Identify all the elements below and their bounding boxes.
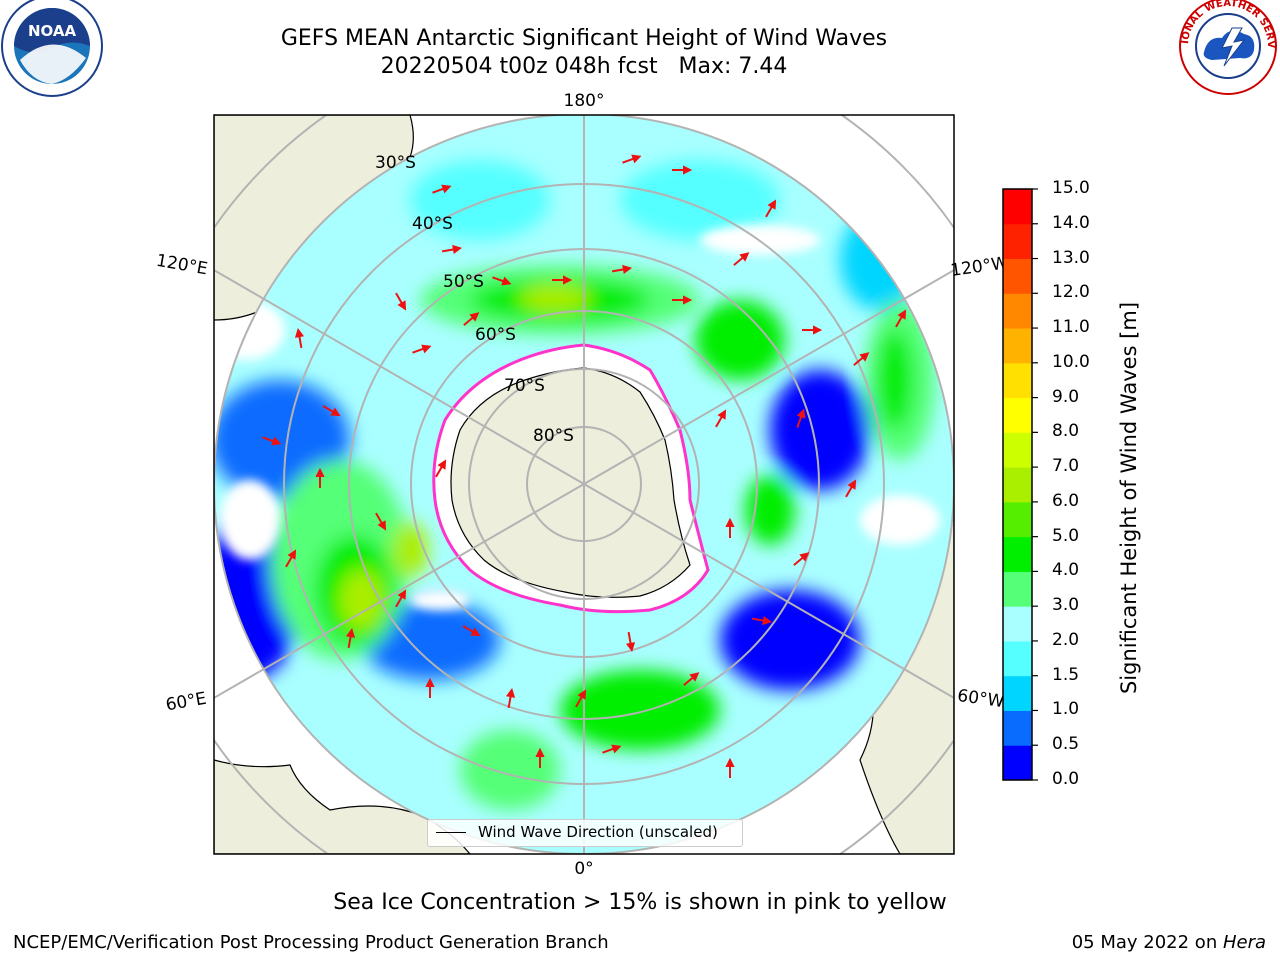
colorbar-tick-label: 12.0 xyxy=(1052,282,1090,303)
colorbar-tick-label: 13.0 xyxy=(1052,247,1090,268)
lon-label-180: 180° xyxy=(564,91,605,111)
colorbar-tick-label: 3.0 xyxy=(1052,595,1080,616)
colorbar-tick-label: 8.0 xyxy=(1052,421,1080,442)
lon-label-60w: 60°W xyxy=(956,686,1005,712)
colorbar-tick-label: 1.0 xyxy=(1052,699,1080,720)
colorbar-tick-label: 1.5 xyxy=(1052,664,1080,685)
colorbar-title: Significant Height of Wind Waves [m] xyxy=(1117,301,1141,695)
lat-label-80s: 80°S xyxy=(533,426,574,446)
colorbar-swatch xyxy=(1003,640,1032,677)
wind-wave-arrows xyxy=(262,154,907,778)
sea-ice-note: Sea Ice Concentration > 15% is shown in … xyxy=(333,890,947,915)
colorbar-swatch xyxy=(1003,189,1032,225)
lon-label-120e: 120°E xyxy=(155,251,209,280)
colorbar-tick-label: 14.0 xyxy=(1052,212,1090,233)
colorbar-tick-label: 0.0 xyxy=(1052,769,1080,789)
colorbar-tick-label: 6.0 xyxy=(1052,490,1080,511)
lat-label-60s: 60°S xyxy=(475,325,516,345)
colorbar-tick-label: 7.0 xyxy=(1052,456,1080,477)
wind-wave-legend: Wind Wave Direction (unscaled) xyxy=(427,819,743,847)
map-area: 30°S 40°S 50°S 60°S 70°S 80°S xyxy=(214,115,954,854)
colorbar-swatch xyxy=(1003,571,1032,607)
colorbar-swatch xyxy=(1003,258,1032,294)
svg-text:NOAA: NOAA xyxy=(28,22,77,40)
colorbar-swatch xyxy=(1003,501,1032,538)
colorbar-swatch xyxy=(1003,745,1032,781)
lon-label-60e: 60°E xyxy=(164,689,208,716)
lon-label-0: 0° xyxy=(574,859,593,879)
title-line-2: 20220504 t00z 048h fcst Max: 7.44 xyxy=(380,54,788,79)
lat-label-40s: 40°S xyxy=(412,214,453,234)
colorbar-swatch xyxy=(1003,536,1032,572)
colorbar-tick-label: 9.0 xyxy=(1052,386,1080,407)
colorbar-swatch xyxy=(1003,223,1032,260)
colorbar-tick-label: 5.0 xyxy=(1052,525,1080,546)
colorbar-swatch xyxy=(1003,710,1032,746)
machine-name: Hera xyxy=(1222,932,1266,953)
colorbar-tick-label: 15.0 xyxy=(1052,178,1090,198)
colorbar-swatch xyxy=(1003,397,1032,433)
colorbar-swatch xyxy=(1003,328,1032,364)
colorbar xyxy=(1002,188,1038,781)
colorbar-swatch xyxy=(1003,362,1032,399)
credit-text: NCEP/EMC/Verification Post Processing Pr… xyxy=(13,932,609,953)
legend-label: Wind Wave Direction (unscaled) xyxy=(478,823,718,841)
date-text: 05 May 2022 on xyxy=(1071,932,1223,953)
colorbar-swatch xyxy=(1003,606,1032,642)
map-frame xyxy=(213,114,955,855)
date-footer: 05 May 2022 on Hera xyxy=(1072,932,1266,953)
title-line-1: GEFS MEAN Antarctic Significant Height o… xyxy=(280,26,888,51)
noaa-logo: NOAA xyxy=(1,0,103,97)
colorbar-swatch xyxy=(1003,432,1032,468)
colorbar-tick-label: 0.5 xyxy=(1052,734,1080,755)
colorbar-tick-label: 11.0 xyxy=(1052,317,1090,338)
colorbar-tick-label: 4.0 xyxy=(1052,560,1080,581)
colorbar-swatch xyxy=(1003,675,1032,711)
legend-line-sample xyxy=(436,832,466,833)
graticule xyxy=(214,115,954,854)
lat-label-50s: 50°S xyxy=(443,272,484,292)
colorbar-tick-label: 10.0 xyxy=(1052,351,1090,372)
lon-label-120w: 120°W xyxy=(949,253,1009,281)
lat-label-30s: 30°S xyxy=(375,153,416,173)
lat-label-70s: 70°S xyxy=(504,376,545,396)
colorbar-swatch xyxy=(1003,293,1032,329)
colorbar-tick-label: 2.0 xyxy=(1052,629,1080,650)
colorbar-swatch xyxy=(1003,467,1032,503)
